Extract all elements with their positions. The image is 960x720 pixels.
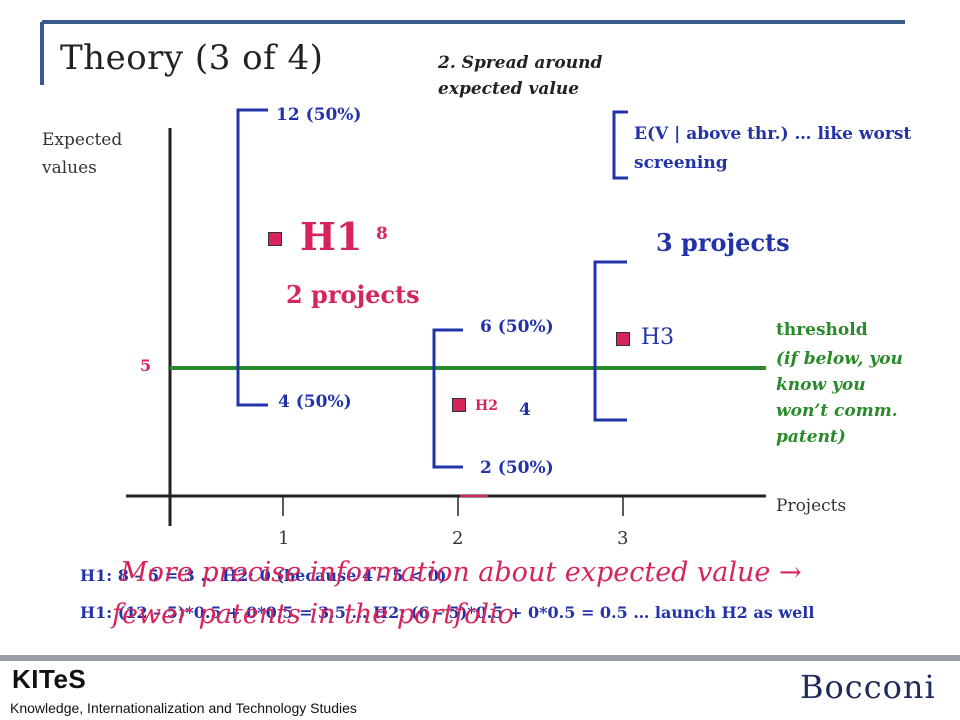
h2-high-label: 6 (50%): [480, 317, 554, 337]
note-bracket: [612, 110, 628, 180]
kites-subtitle: Knowledge, Internationalization and Tech…: [10, 700, 357, 716]
kites-logo: KITeS: [12, 664, 87, 694]
bocconi-logo: Bocconi: [800, 668, 936, 706]
h3-marker: [616, 332, 630, 346]
h1-value: 8: [376, 224, 388, 244]
threshold-note: (if below, you know you won’t comm. pate…: [776, 349, 903, 447]
h1-high-label: 12 (50%): [276, 105, 362, 125]
x-axis-label: Projects: [776, 496, 847, 516]
h1-bracket: [236, 108, 268, 407]
h1-low-label: 4 (50%): [278, 392, 352, 412]
h3-label: H3: [641, 325, 675, 350]
x-tick-label-3: 3: [617, 528, 629, 549]
x-tick-label-1: 1: [278, 528, 290, 549]
h2-low-label: 2 (50%): [480, 458, 554, 478]
y-tick-5: 5: [140, 356, 152, 375]
h2-bracket: [432, 328, 463, 469]
y-axis-label: Expected values: [42, 130, 123, 178]
chart-lines: [126, 108, 766, 526]
h3-bracket: [593, 260, 627, 422]
overlay-line-2: fewer patents in the portfolio: [112, 599, 514, 630]
x-tick-label-2: 2: [452, 528, 464, 549]
footer-divider: [0, 655, 960, 661]
threshold-label: threshold: [776, 320, 868, 340]
h3-projects: 3 projects: [656, 228, 790, 257]
title-decoration: [40, 20, 905, 85]
h1-marker: [268, 232, 282, 246]
h2-value: 4: [519, 400, 531, 420]
footer: [0, 655, 960, 720]
h2-marker: [452, 398, 466, 412]
calc-line-2: H1: (12 – 5)*0.5 + 0*0.5 = 3.5 … H2: (6 …: [80, 603, 815, 622]
topic-heading: 2. Spread around expected value: [438, 53, 603, 99]
calc-line-1: H1: 8 – 5 = 3 … H2: 0 (because 4 – 5 < 0…: [80, 566, 447, 585]
h2-label: H2: [475, 398, 498, 414]
h3-note: E(V | above thr.) … like worst screening: [634, 124, 912, 173]
slide-title: Theory (3 of 4): [60, 38, 324, 78]
h1-projects: 2 projects: [286, 280, 420, 309]
h1-label: H1: [300, 214, 363, 259]
overlay-line-1: More precise information about expected …: [120, 557, 802, 588]
